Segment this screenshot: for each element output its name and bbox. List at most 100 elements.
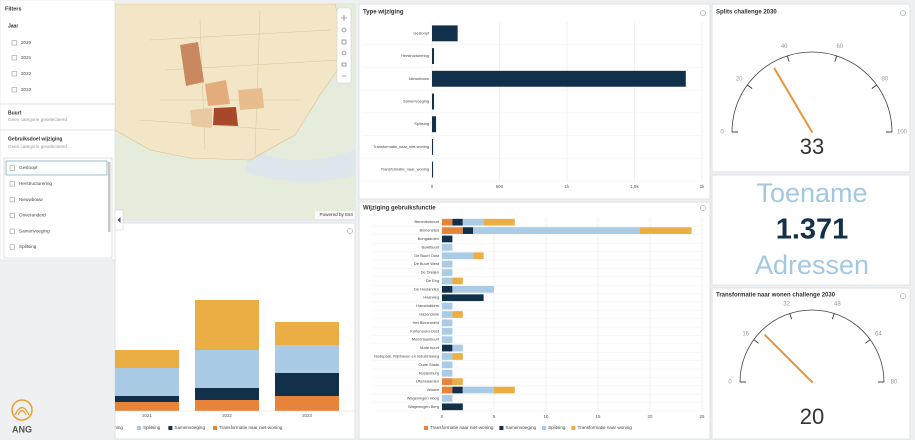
legend-swatch [137, 426, 141, 430]
gauge-value: 20 [800, 404, 824, 429]
kpi: Toename 1.371 Adressen [755, 178, 869, 280]
river [245, 150, 355, 182]
chart-title: Type wijziging [363, 10, 404, 16]
bar-segment [442, 311, 453, 318]
tick-mark [831, 313, 835, 320]
y-tick-label: Nudepark, Rijnhaven en Industrieweg [374, 353, 439, 358]
bar-segment [442, 344, 453, 352]
option[interactable]: Samenvoeging [19, 228, 50, 233]
checkbox[interactable] [11, 55, 17, 61]
filter-value[interactable]: Geen categorie geselecteerd [8, 117, 67, 122]
bar-segment [442, 386, 453, 394]
checkbox[interactable] [9, 197, 15, 203]
type-card [358, 3, 711, 200]
bar-segment [442, 395, 453, 402]
bar-segment [442, 302, 453, 310]
y-tick-label: Gesloopt [413, 30, 429, 35]
bar-segment [442, 369, 453, 377]
checkbox[interactable] [11, 87, 17, 93]
legend-label: Transformatie naar niet-woning [219, 425, 283, 430]
option[interactable]: Herstructurering [19, 181, 52, 186]
bar-segment [275, 322, 339, 345]
filter-label: Gebruiksdoel wijziging [8, 136, 62, 142]
area [205, 80, 230, 106]
collapse-arrow [117, 217, 121, 223]
year[interactable]: 2023 [21, 87, 32, 92]
bar-segment [442, 269, 453, 276]
gauge-arc [731, 51, 893, 133]
bar-segment [452, 378, 463, 385]
y-tick-label: De Dreijen [421, 270, 439, 275]
gauge-card [711, 287, 911, 440]
tick-mark [871, 84, 877, 89]
chart-title: Transformatie naar wonen challenge 2030 [716, 293, 836, 299]
highlight [5, 160, 108, 176]
bar-segment [195, 400, 259, 411]
toolbar-icons [341, 15, 347, 77]
bar-segment [442, 285, 453, 293]
option[interactable]: Nieuwbouw [19, 197, 43, 202]
checkbox[interactable] [9, 228, 15, 234]
bar-segment [462, 386, 494, 394]
y-tick-label: Herstructurering [401, 53, 429, 58]
bar [432, 25, 458, 42]
tick-label: 80 [881, 77, 888, 83]
scrollbar[interactable] [108, 162, 111, 232]
map-toolbar[interactable] [336, 7, 352, 84]
tick-mark [747, 84, 753, 89]
checkbox[interactable] [9, 244, 15, 250]
kpi-card [711, 174, 911, 286]
bar-segment [462, 227, 474, 234]
bar-segment [195, 350, 259, 388]
x-tick-label: 1,5k [630, 184, 639, 189]
option[interactable]: Gesloopt [19, 165, 38, 170]
legend-swatch [499, 426, 504, 430]
tick-mark [753, 339, 759, 344]
tick-mark [865, 339, 871, 344]
y-tick-label: Transformatie_naar_woning [381, 167, 429, 172]
y-tick-label: De Hoolanden [414, 286, 439, 291]
tick-label: 20 [736, 77, 743, 83]
y-tick-label: Het Binnenveld [413, 320, 439, 325]
needle [773, 67, 813, 133]
functie-card [358, 201, 711, 440]
checkbox[interactable] [9, 212, 15, 218]
tick-label: 80 [891, 380, 898, 386]
year[interactable]: 2021 [21, 55, 32, 60]
bar-segment [452, 218, 463, 226]
bar [432, 116, 437, 133]
x-tick-label: 0 [441, 414, 444, 419]
attribution: Powered by Esri [320, 212, 353, 217]
tick-label: 0 [720, 130, 724, 136]
options: Gesloopt Herstructurering Nieuwbouw Onveran… [9, 165, 52, 250]
bar [432, 138, 434, 155]
tick-label: 64 [875, 331, 882, 337]
checkbox[interactable] [11, 71, 17, 77]
checkbox[interactable] [9, 181, 15, 187]
filter-label: Jaar [8, 23, 18, 29]
checkbox[interactable] [9, 165, 15, 171]
tick-label: 100 [897, 130, 908, 136]
bar-segment [442, 378, 453, 385]
legend-label: Splitsing [143, 425, 161, 430]
logo-mark [14, 406, 30, 416]
y-tick-label: Bongaarden [418, 236, 439, 241]
attribution-bg [315, 211, 355, 219]
legend-swatch [168, 426, 173, 430]
bar-segment [473, 252, 484, 260]
year[interactable]: 2022 [21, 71, 32, 76]
bar-segment [442, 336, 453, 344]
logo-text: ANG [12, 424, 32, 434]
filter-value[interactable]: Geen categorie geselecteerd [8, 144, 67, 149]
option[interactable]: Splitsing [19, 244, 37, 249]
option[interactable]: Onveranderd [19, 213, 46, 218]
logo-mark [11, 399, 33, 421]
bar-segment [115, 368, 179, 396]
tick-label: 32 [783, 302, 790, 308]
year[interactable]: 2020 [21, 40, 32, 45]
y-tick-label: Hazendonk [419, 312, 439, 317]
year-options: 2020 2021 2022 2023 [11, 40, 32, 93]
y-tick-label: Transformatie_naar_niet-woning [373, 144, 429, 149]
x-tick-label: 1k [565, 184, 570, 189]
checkbox[interactable] [11, 40, 17, 46]
